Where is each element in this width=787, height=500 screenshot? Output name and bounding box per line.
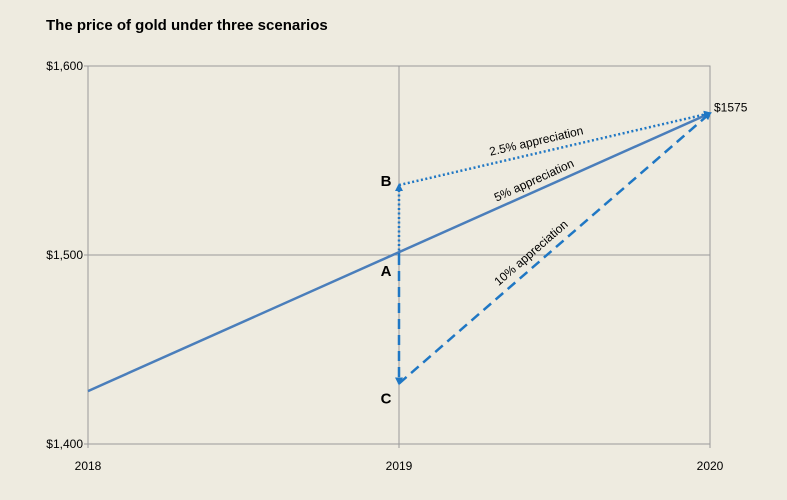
chart-title: The price of gold under three scenarios: [46, 17, 328, 34]
point-labels: A B C: [381, 173, 392, 407]
series-line-5pct: [87, 112, 711, 393]
series-line-10pct: [398, 111, 712, 385]
point-label-c: C: [381, 391, 392, 408]
plot-area: $1,400 $1,500 $1,600 2018 2019 2020 A B C $157…: [46, 59, 747, 473]
y-tick-label: $1,500: [46, 248, 83, 262]
x-tick-label: 2018: [75, 459, 102, 473]
y-axis-ticks: $1,400 $1,500 $1,600: [46, 59, 88, 451]
series-line-2-5pct: [398, 110, 712, 187]
x-tick-label: 2019: [386, 459, 413, 473]
y-tick-label: $1,400: [46, 437, 83, 451]
end-value-label: $1575: [714, 100, 748, 114]
point-label-a: A: [381, 263, 392, 280]
x-tick-label: 2020: [697, 459, 724, 473]
point-label-b: B: [381, 173, 392, 190]
y-tick-label: $1,600: [46, 59, 83, 73]
x-axis-ticks: 2018 2019 2020: [75, 444, 724, 473]
series-layer: [87, 110, 712, 393]
